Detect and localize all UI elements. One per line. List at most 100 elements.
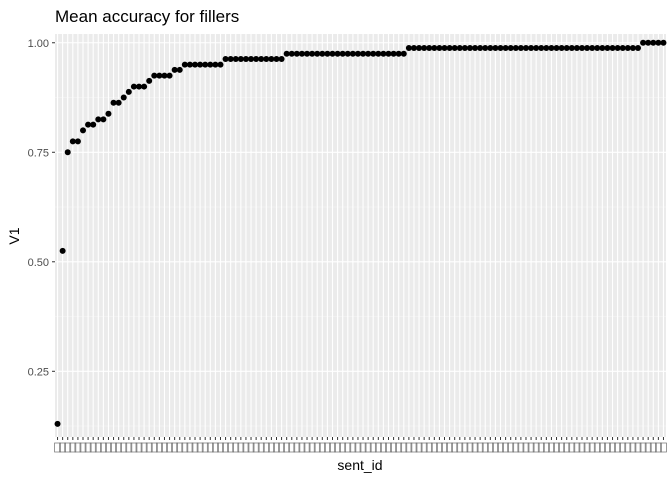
x-tick-label-mark bbox=[120, 442, 128, 453]
x-tick-label-mark bbox=[502, 442, 509, 453]
x-tick-label-mark bbox=[349, 442, 357, 453]
x-axis bbox=[54, 437, 667, 453]
x-tick-label-mark bbox=[578, 442, 586, 453]
data-point bbox=[522, 45, 529, 52]
data-point bbox=[100, 116, 107, 123]
data-point bbox=[599, 45, 606, 52]
data-point bbox=[365, 50, 372, 57]
data-point bbox=[59, 247, 66, 254]
x-tick-label-mark bbox=[614, 442, 621, 453]
x-tick-label-mark bbox=[507, 442, 515, 453]
x-tick-label-mark bbox=[89, 442, 97, 453]
x-tick-label-mark bbox=[527, 442, 535, 453]
x-axis-title: sent_id bbox=[337, 457, 382, 473]
data-point bbox=[446, 45, 453, 52]
y-axis: 0.25 0.50 0.75 1.00 bbox=[28, 38, 55, 378]
x-tick-label-mark bbox=[100, 442, 107, 453]
data-point bbox=[655, 39, 662, 46]
x-tick-label-mark bbox=[171, 442, 179, 453]
data-point bbox=[573, 45, 580, 52]
x-tick-label-mark bbox=[380, 442, 387, 453]
x-tick-label-mark bbox=[548, 442, 555, 453]
x-tick-label-mark bbox=[227, 442, 235, 453]
data-point bbox=[232, 55, 239, 62]
data-point bbox=[222, 55, 229, 62]
data-point bbox=[395, 50, 402, 57]
data-point bbox=[563, 45, 570, 52]
data-point bbox=[349, 50, 356, 57]
x-tick-label-mark bbox=[79, 442, 87, 453]
data-point bbox=[319, 50, 326, 57]
data-point bbox=[441, 45, 448, 52]
data-point bbox=[640, 39, 647, 46]
y-axis-title: V1 bbox=[6, 227, 22, 244]
data-point bbox=[477, 45, 484, 52]
data-point bbox=[553, 45, 560, 52]
x-tick-label-mark bbox=[105, 442, 112, 453]
data-point bbox=[248, 55, 255, 62]
data-point bbox=[405, 45, 412, 52]
x-tick-label-mark bbox=[359, 442, 367, 453]
x-tick-label-mark bbox=[283, 442, 291, 453]
data-point bbox=[115, 99, 122, 106]
x-tick-label-mark bbox=[471, 442, 479, 453]
data-point bbox=[120, 94, 127, 101]
x-tick-label-mark bbox=[318, 442, 326, 453]
data-point bbox=[624, 45, 631, 52]
data-point bbox=[380, 50, 387, 57]
x-tick-label-mark bbox=[84, 442, 92, 453]
x-tick-label-mark bbox=[288, 442, 296, 453]
x-tick-label-mark bbox=[624, 442, 632, 453]
x-tick-label-mark bbox=[369, 442, 377, 453]
data-point bbox=[512, 45, 519, 52]
x-tick-label-mark bbox=[339, 442, 347, 453]
data-point bbox=[54, 420, 61, 427]
x-tick-label-mark bbox=[166, 442, 173, 453]
x-tick-label-mark bbox=[410, 442, 418, 453]
data-point bbox=[253, 55, 260, 62]
x-tick-label-mark bbox=[604, 442, 611, 453]
x-tick-label-mark bbox=[130, 442, 138, 453]
data-point bbox=[90, 121, 97, 128]
data-point bbox=[461, 45, 468, 52]
x-tick-label-mark bbox=[354, 442, 362, 453]
data-point bbox=[344, 50, 351, 57]
x-tick-label-mark bbox=[629, 442, 637, 453]
data-point bbox=[426, 45, 433, 52]
data-point bbox=[74, 138, 81, 145]
data-point bbox=[456, 45, 463, 52]
x-tick-label-mark bbox=[257, 442, 265, 453]
x-tick-label-mark bbox=[344, 442, 352, 453]
x-tick-label-mark bbox=[497, 442, 504, 453]
data-point bbox=[650, 39, 657, 46]
x-tick-label-mark bbox=[517, 442, 525, 453]
x-tick-label-mark bbox=[466, 442, 474, 453]
data-point bbox=[324, 50, 331, 57]
x-tick-label-mark bbox=[329, 442, 336, 453]
x-tick-label-mark bbox=[262, 442, 270, 453]
x-tick-label-mark bbox=[74, 442, 82, 453]
data-point bbox=[451, 45, 458, 52]
data-point bbox=[339, 50, 346, 57]
x-tick-label-mark bbox=[588, 442, 596, 453]
data-point bbox=[268, 55, 275, 62]
data-point bbox=[146, 77, 153, 84]
data-point bbox=[604, 45, 611, 52]
data-point bbox=[594, 45, 601, 52]
data-point bbox=[360, 50, 367, 57]
data-point bbox=[482, 45, 489, 52]
x-tick-label-mark bbox=[639, 442, 647, 453]
x-tick-label-mark bbox=[568, 442, 576, 453]
data-point bbox=[130, 83, 137, 90]
x-tick-label-mark bbox=[593, 442, 601, 453]
data-point bbox=[242, 55, 249, 62]
data-point bbox=[273, 55, 280, 62]
data-point bbox=[502, 45, 509, 52]
data-point bbox=[227, 55, 234, 62]
x-tick-label-mark bbox=[644, 442, 652, 453]
data-point bbox=[186, 61, 193, 68]
x-tick-label-mark bbox=[446, 442, 453, 453]
data-point bbox=[558, 45, 565, 52]
x-tick-label-mark bbox=[278, 442, 285, 453]
data-point bbox=[660, 39, 667, 46]
